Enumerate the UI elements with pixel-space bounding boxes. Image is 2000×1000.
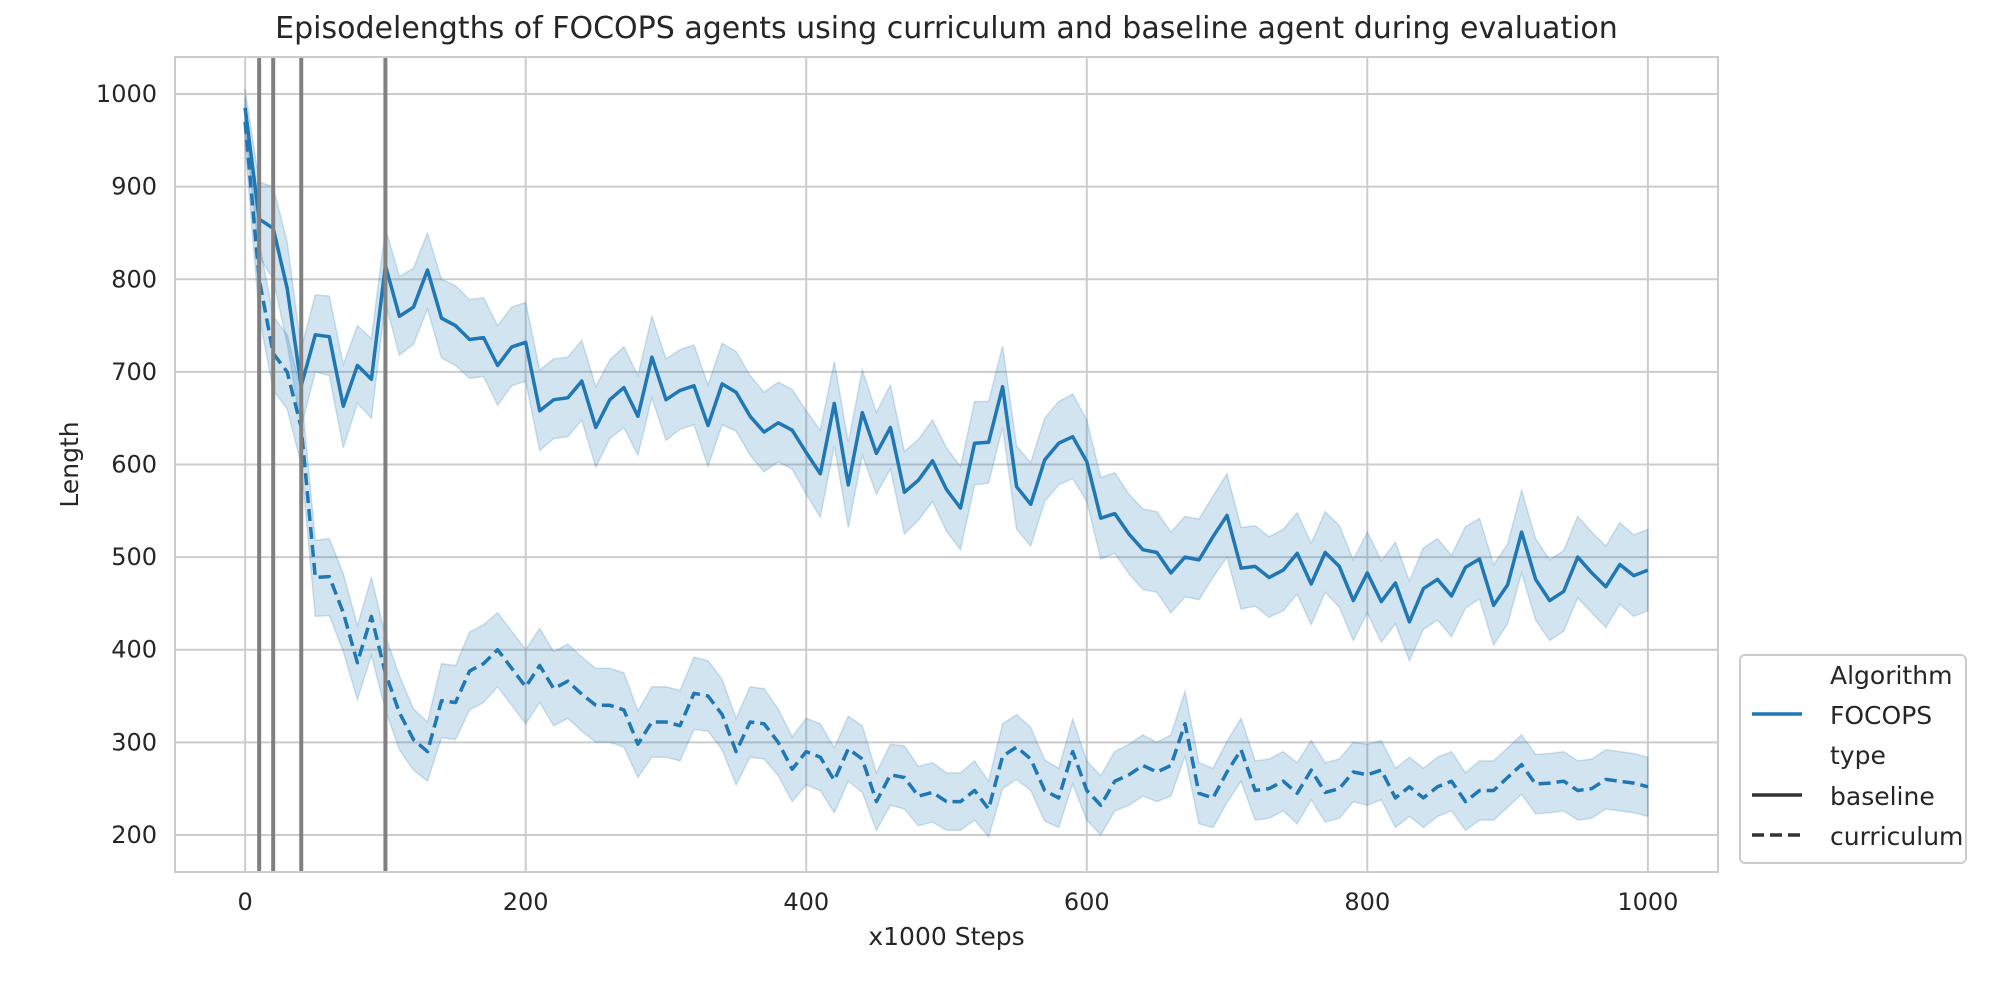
x-tick-label: 1000 [1617,888,1678,916]
x-axis-label: x1000 Steps [868,922,1024,951]
y-axis-label: Length [55,421,84,507]
x-tick-label: 200 [503,888,549,916]
baseline-confidence-band [244,89,1649,663]
legend-box [1739,654,1967,864]
legend-hue-title: Algorithm [1830,661,1952,690]
curriculum-stage-lines [257,57,388,872]
y-tick-label: 1000 [96,80,157,108]
y-tick-label: 400 [111,636,157,664]
plot-frame [174,56,1719,873]
series-lines [243,107,1649,811]
x-tick-label: 400 [783,888,829,916]
y-tick-label: 800 [111,265,157,293]
y-tick-label: 500 [111,543,157,571]
curriculum-confidence-band [244,98,1649,839]
legend: Algorithm FOCOPS type baseline curriculu… [1739,654,1967,864]
grid [175,57,1718,872]
curriculum-line [243,121,1649,811]
y-tick-label: 700 [111,358,157,386]
y-tick-label: 600 [111,451,157,479]
x-tick-label: 0 [237,888,252,916]
legend-style-title: type [1830,741,1886,770]
x-tick-label: 600 [1064,888,1110,916]
x-tick-label: 800 [1344,888,1390,916]
legend-focops-label: FOCOPS [1830,701,1932,730]
legend-baseline-label: baseline [1830,782,1935,811]
y-tick-label: 200 [111,821,157,849]
baseline-line [243,107,1649,624]
chart-title: Episodelengths of FOCOPS agents using cu… [275,11,1618,46]
y-tick-label: 300 [111,728,157,756]
y-tick-labels: 200 300 400 500 600 700 800 900 1000 [96,80,157,849]
x-tick-labels: 0 200 400 600 800 1000 [237,888,1678,916]
y-tick-label: 900 [111,173,157,201]
confidence-bands [244,89,1649,839]
legend-curriculum-label: curriculum [1830,822,1963,851]
